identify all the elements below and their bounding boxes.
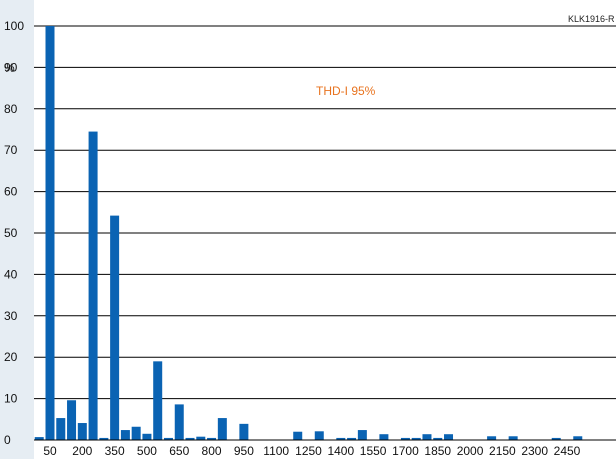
bar-1450 (347, 437, 357, 440)
bar-700 (185, 437, 195, 440)
bars (34, 26, 583, 440)
bar-450 (131, 426, 141, 440)
x-tick-label: 500 (137, 444, 157, 458)
bar-200 (77, 423, 87, 440)
y-tick-label: 10 (4, 392, 18, 406)
x-tick-labels: 50 200 350 500 650 800 950 1100 1250 1400 1550 1700… (43, 444, 580, 458)
bar-1750 (411, 437, 421, 440)
x-tick-label: 1250 (295, 444, 322, 458)
bar-150 (67, 400, 77, 440)
bar-800 (207, 437, 217, 440)
y-tick-label: 90 (4, 60, 18, 74)
y-tick-labels: 0 10 20 30 40 50 60 70 80 90 100 (4, 19, 24, 447)
bar-1800 (422, 434, 432, 440)
figure-code: KLK1916-R (568, 14, 615, 24)
bar-650 (174, 404, 184, 440)
y-tick-label: 0 (4, 433, 11, 447)
x-tick-label: 50 (43, 444, 57, 458)
thd-annotation: THD-I 95% (316, 84, 376, 98)
x-tick-label: 200 (72, 444, 92, 458)
bar-1500 (357, 430, 367, 440)
bar-0 (34, 437, 44, 440)
y-axis-unit-label: % (4, 61, 15, 75)
x-tick-label: 1850 (424, 444, 451, 458)
x-tick-label: 1400 (327, 444, 354, 458)
x-tick-label: 2150 (489, 444, 516, 458)
x-tick-label: 2000 (457, 444, 484, 458)
x-tick-label: 1100 (263, 444, 289, 458)
bar-2400 (551, 437, 561, 440)
y-tick-label: 60 (4, 185, 18, 199)
x-tick-label: 800 (202, 444, 222, 458)
bar-100 (56, 418, 66, 440)
x-tick-label: 350 (105, 444, 125, 458)
gridlines (34, 25, 616, 400)
bar-400 (120, 430, 130, 440)
bar-250 (88, 131, 98, 440)
x-tick-label: 2300 (521, 444, 548, 458)
bar-1900 (444, 434, 454, 440)
bar-300 (99, 437, 109, 440)
left-margin-strip (0, 0, 34, 459)
x-tick-label: 950 (234, 444, 254, 458)
bar-2200 (508, 436, 518, 440)
x-tick-label: 2450 (554, 444, 581, 458)
bar-2100 (487, 436, 497, 440)
y-tick-label: 70 (4, 143, 18, 157)
bar-950 (239, 423, 249, 440)
bar-1400 (336, 437, 346, 440)
y-tick-label: 50 (4, 226, 18, 240)
y-tick-label: 40 (4, 267, 18, 281)
x-tick-label: 650 (169, 444, 189, 458)
bar-1850 (433, 437, 443, 440)
x-tick-label: 1700 (392, 444, 419, 458)
bar-50 (45, 26, 55, 440)
bar-750 (196, 436, 206, 440)
bar-1300 (314, 431, 324, 440)
y-tick-label: 100 (4, 19, 24, 33)
bar-1200 (293, 431, 303, 440)
x-tick-label: 1550 (360, 444, 387, 458)
bar-350 (110, 215, 120, 440)
bar-600 (163, 437, 173, 440)
bar-500 (142, 433, 152, 440)
bar-1700 (400, 437, 410, 440)
bar-850 (217, 418, 227, 440)
y-tick-label: 80 (4, 102, 18, 116)
y-tick-label: 30 (4, 309, 18, 323)
y-tick-label: 20 (4, 350, 18, 364)
bar-550 (153, 361, 163, 440)
bar-2500 (573, 436, 583, 440)
bar-1600 (379, 434, 389, 440)
